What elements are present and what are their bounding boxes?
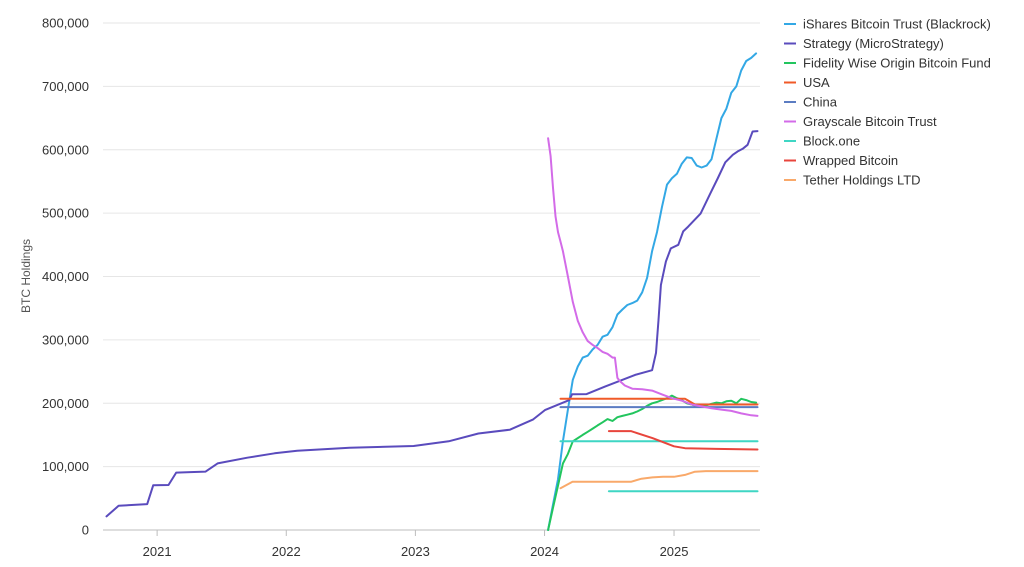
y-tick-label: 700,000 — [42, 79, 89, 94]
legend-item[interactable]: China — [784, 95, 838, 110]
series-line-fidelity-wise-origin-bitcoin-fund — [547, 394, 758, 531]
series-layer — [105, 52, 759, 531]
series-line-tether-holdings-ltd — [559, 470, 759, 490]
series-line-grayscale-bitcoin-trust — [547, 137, 759, 417]
y-tick-label: 400,000 — [42, 269, 89, 284]
legend-label: Strategy (MicroStrategy) — [803, 36, 944, 51]
series-line-wrapped-bitcoin — [607, 430, 759, 451]
legend-label: Block.one — [803, 134, 860, 149]
y-tick-label: 0 — [82, 523, 89, 538]
legend-label: China — [803, 95, 838, 110]
legend-item[interactable]: Fidelity Wise Origin Bitcoin Fund — [784, 56, 991, 71]
legend-item[interactable]: iShares Bitcoin Trust (Blackrock) — [784, 17, 991, 32]
legend-item[interactable]: Wrapped Bitcoin — [784, 153, 898, 168]
legend-item[interactable]: Block.one — [784, 134, 860, 149]
y-tick-label: 800,000 — [42, 16, 89, 31]
legend-label: Grayscale Bitcoin Trust — [803, 114, 937, 129]
y-tick-label: 200,000 — [42, 396, 89, 411]
legend-item[interactable]: Tether Holdings LTD — [784, 173, 921, 188]
series-line-ishares-bitcoin-trust-blackrock — [547, 52, 758, 531]
legend-label: USA — [803, 75, 830, 90]
grid-layer — [103, 22, 760, 468]
legend: iShares Bitcoin Trust (Blackrock) Strateg… — [784, 17, 991, 188]
y-tick-label: 600,000 — [42, 142, 89, 157]
legend-item[interactable]: Grayscale Bitcoin Trust — [784, 114, 937, 129]
x-tick-label: 2023 — [401, 544, 430, 559]
y-tick-label: 100,000 — [42, 459, 89, 474]
legend-label: Tether Holdings LTD — [803, 173, 921, 188]
series-line-strategy-microstrategy — [105, 130, 759, 518]
legend-label: iShares Bitcoin Trust (Blackrock) — [803, 17, 991, 32]
y-tick-label: 300,000 — [42, 332, 89, 347]
legend-item[interactable]: Strategy (MicroStrategy) — [784, 36, 944, 51]
x-tick-label: 2022 — [272, 544, 301, 559]
legend-item[interactable]: USA — [784, 75, 830, 90]
axis-layer: 0 100,000 200,000 300,000 400,000 500,000 600,… — [42, 16, 760, 559]
y-tick-label: 500,000 — [42, 206, 89, 221]
legend-label: Fidelity Wise Origin Bitcoin Fund — [803, 56, 991, 71]
series-line-usa — [559, 397, 759, 406]
legend-label: Wrapped Bitcoin — [803, 153, 898, 168]
y-axis-title: BTC Holdings — [19, 239, 33, 313]
x-tick-label: 2025 — [660, 544, 689, 559]
x-tick-label: 2021 — [143, 544, 172, 559]
x-tick-label: 2024 — [530, 544, 559, 559]
